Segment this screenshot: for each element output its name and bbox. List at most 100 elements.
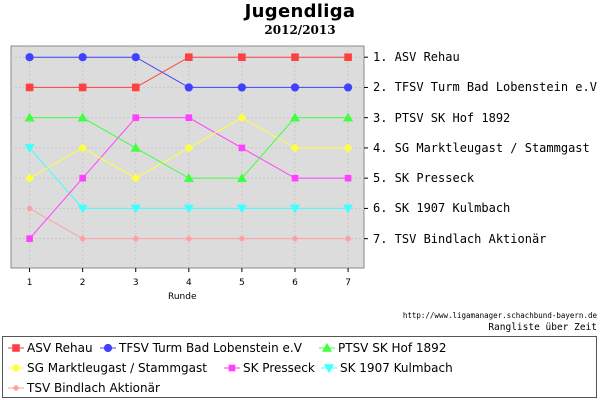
rank-label: 5. SK Presseck <box>373 171 475 186</box>
data-point-sg-marktleugast-stammgast <box>78 143 88 153</box>
x-tick-label: 7 <box>345 278 351 288</box>
x-tick-label: 5 <box>239 278 245 288</box>
data-point-tfsv-turm-bad-lobenstein-e-v <box>25 53 34 62</box>
data-point-tfsv-turm-bad-lobenstein-e-v <box>131 53 140 62</box>
legend-swatch <box>224 364 240 372</box>
legend-item-tsv-bindlach-aktion-r: TSV Bindlach Aktionär <box>8 381 160 395</box>
legend-label: SK Presseck <box>243 361 315 375</box>
legend-label: SK 1907 Kulmbach <box>340 361 453 375</box>
data-point-sg-marktleugast-stammgast <box>290 143 300 153</box>
legend-swatch <box>8 385 24 391</box>
legend-label: PTSV SK Hof 1892 <box>338 341 447 355</box>
data-point-asv-rehau <box>78 83 87 92</box>
data-point-tfsv-turm-bad-lobenstein-e-v <box>343 83 353 92</box>
data-point-ptsv-sk-hof-1892 <box>289 112 301 122</box>
legend-marker <box>323 364 335 373</box>
data-point-tsv-bindlach-aktion-r <box>26 205 33 212</box>
legend-marker <box>228 364 236 372</box>
data-point-tsv-bindlach-aktion-r <box>79 235 86 242</box>
x-tick-label: 4 <box>186 278 192 288</box>
chart-title: Jugendliga <box>244 1 356 22</box>
data-point-sk-presseck <box>185 114 193 121</box>
legend-label: TSV Bindlach Aktionär <box>27 381 160 395</box>
data-point-ptsv-sk-hof-1892 <box>24 112 35 122</box>
data-point-sk-presseck <box>26 235 33 242</box>
rank-line-chart: 1 2 3 4 5 6 7 <box>10 45 368 288</box>
data-point-asv-rehau <box>25 83 34 92</box>
data-point-sg-marktleugast-stammgast <box>184 143 194 153</box>
legend-marker <box>11 363 21 373</box>
rank-label: 1. ASV Rehau <box>373 50 460 65</box>
legend-item-ptsv-sk-hof-1892: PTSV SK Hof 1892 <box>319 341 446 355</box>
data-point-sk-1907-kulmbach <box>130 204 141 214</box>
data-point-sk-1907-kulmbach <box>183 204 194 214</box>
axes: 1 2 3 4 5 6 7 <box>27 56 368 288</box>
plot-area <box>10 45 365 269</box>
legend-swatch <box>8 363 24 373</box>
data-point-tsv-bindlach-aktion-r <box>239 235 245 242</box>
x-tick-label: 3 <box>133 278 139 288</box>
data-point-tfsv-turm-bad-lobenstein-e-v <box>184 83 193 92</box>
data-point-sk-presseck <box>291 174 299 182</box>
data-point-ptsv-sk-hof-1892 <box>343 112 354 122</box>
legend-marker <box>321 343 333 352</box>
data-point-sk-1907-kulmbach <box>236 204 247 214</box>
chart-caption: Rangliste über Zeit <box>488 322 597 333</box>
data-point-asv-rehau <box>238 53 246 61</box>
data-point-sg-marktleugast-stammgast <box>237 113 247 123</box>
legend-swatch <box>8 344 24 352</box>
legend-label: ASV Rehau <box>27 341 93 355</box>
legend-swatch <box>319 343 335 352</box>
data-point-sk-1907-kulmbach <box>289 204 301 214</box>
data-point-asv-rehau <box>291 53 299 61</box>
legend-marker <box>13 385 19 391</box>
data-point-sk-presseck <box>344 174 352 182</box>
rank-label: 4. SG Marktleugast / Stammgast <box>373 140 590 155</box>
data-point-tsv-bindlach-aktion-r <box>186 235 192 242</box>
data-point-sg-marktleugast-stammgast <box>131 173 141 183</box>
data-point-sk-1907-kulmbach <box>77 204 88 214</box>
data-point-asv-rehau <box>185 53 193 61</box>
source-url[interactable]: http://www.ligamanager.schachbund-bayern… <box>402 311 597 320</box>
data-point-tfsv-turm-bad-lobenstein-e-v <box>290 83 300 92</box>
legend-item-sk-1907-kulmbach: SK 1907 Kulmbach <box>321 361 453 375</box>
legend-item-tfsv-turm-bad-lobenstein-e-v: TFSV Turm Bad Lobenstein e.V <box>100 341 302 355</box>
x-tick-label: 1 <box>27 278 33 288</box>
data-point-ptsv-sk-hof-1892 <box>130 142 141 152</box>
legend-swatch <box>100 343 116 353</box>
data-point-sk-presseck <box>79 174 86 182</box>
data-point-asv-rehau <box>344 53 352 61</box>
series-markers <box>24 53 354 242</box>
legend-label: SG Marktleugast / Stammgast <box>27 361 207 375</box>
legend-marker <box>12 344 20 352</box>
legend-item-sg-marktleugast-stammgast: SG Marktleugast / Stammgast <box>8 361 207 375</box>
legend-swatch <box>321 364 337 373</box>
data-point-sk-1907-kulmbach <box>24 144 35 154</box>
data-point-sk-presseck <box>238 144 246 152</box>
data-point-tfsv-turm-bad-lobenstein-e-v <box>237 83 247 92</box>
rank-label: 7. TSV Bindlach Aktionär <box>373 231 547 246</box>
x-tick-label: 6 <box>292 278 298 288</box>
data-point-sg-marktleugast-stammgast <box>343 143 353 153</box>
data-point-ptsv-sk-hof-1892 <box>236 173 247 182</box>
data-point-ptsv-sk-hof-1892 <box>77 112 88 122</box>
data-point-sk-1907-kulmbach <box>343 204 354 214</box>
data-point-ptsv-sk-hof-1892 <box>183 173 194 182</box>
legend-marker <box>103 343 113 353</box>
x-axis-title: Runde <box>168 292 197 302</box>
data-point-sk-presseck <box>132 114 140 121</box>
rank-label: 2. TFSV Turm Bad Lobenstein e.V <box>373 80 597 95</box>
data-point-tfsv-turm-bad-lobenstein-e-v <box>78 53 87 62</box>
x-tick-label: 2 <box>80 278 86 288</box>
legend: ASV Rehau TFSV Turm Bad Lobenstein e.V PTS… <box>2 336 597 398</box>
data-point-tsv-bindlach-aktion-r <box>345 235 351 242</box>
data-point-tsv-bindlach-aktion-r <box>133 235 139 242</box>
data-point-tsv-bindlach-aktion-r <box>292 235 298 242</box>
rank-label: 3. PTSV SK Hof 1892 <box>373 110 511 125</box>
data-point-asv-rehau <box>131 83 140 92</box>
chart-subtitle: 2012/2013 <box>264 23 336 37</box>
legend-item-sk-presseck: SK Presseck <box>224 361 315 375</box>
data-point-sg-marktleugast-stammgast <box>25 173 35 183</box>
rank-label: 6. SK 1907 Kulmbach <box>373 201 511 216</box>
legend-item-asv-rehau: ASV Rehau <box>8 341 93 355</box>
